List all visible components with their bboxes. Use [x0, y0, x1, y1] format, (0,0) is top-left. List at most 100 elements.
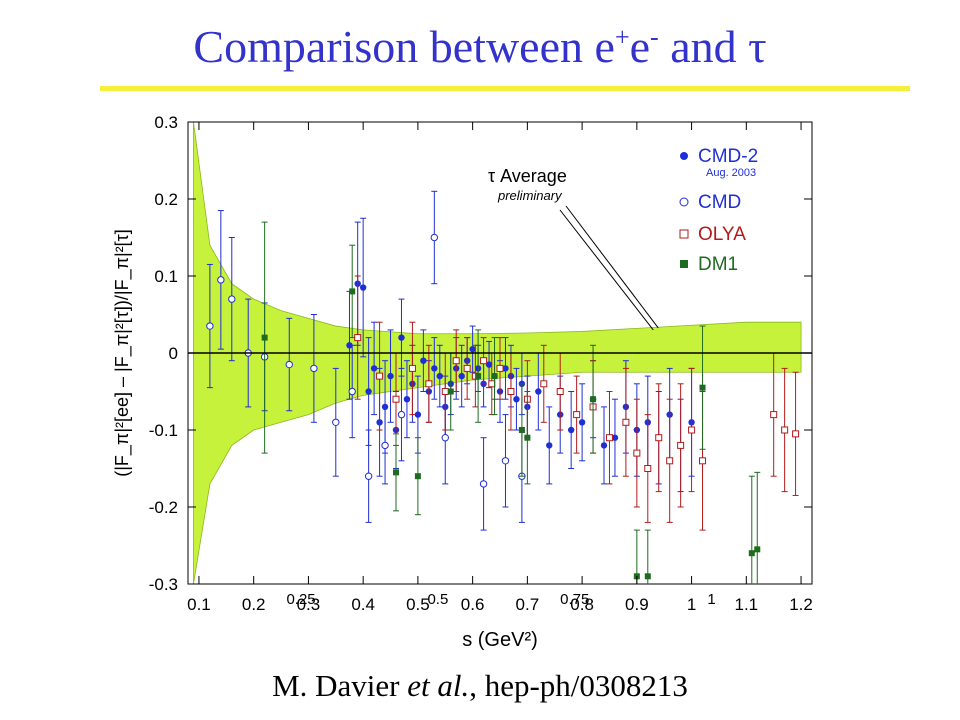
cmd2-point — [398, 334, 405, 341]
cmd2-point — [578, 419, 586, 426]
title-sup-minus: - — [650, 22, 659, 52]
olya-point — [488, 380, 496, 388]
x-tick-label: 0.3 — [297, 595, 321, 614]
dm1-point — [349, 288, 356, 295]
olya-point — [408, 364, 416, 372]
cmd2-point — [485, 361, 493, 368]
olya-point — [354, 334, 362, 342]
y-axis-label: (|F_π|²[ee] – |F_π|²[τ])/|F_π|²[τ] — [112, 229, 133, 477]
title-e: e — [629, 21, 651, 72]
dm1-point — [261, 334, 268, 341]
olya-point — [573, 411, 581, 419]
legend-cmd-label: CMD — [698, 192, 741, 213]
cmd-point — [310, 364, 318, 373]
cmd2-point — [387, 372, 394, 380]
olya-point — [507, 388, 515, 395]
x-tick-label: 0.2 — [242, 595, 266, 614]
cmd2-point — [370, 365, 378, 372]
y-tick-label: -0.1 — [149, 421, 178, 440]
cmd-point — [285, 360, 293, 369]
cmd-point — [217, 276, 225, 284]
dm1-point — [475, 373, 482, 380]
x-tick-label: 0.6 — [461, 595, 485, 614]
cmd2-point — [365, 388, 372, 395]
cmd2-point — [600, 442, 608, 449]
cmd2-point — [458, 372, 465, 380]
cmd-point — [430, 233, 439, 242]
cmd2-point — [436, 372, 443, 380]
x-tick-label: 0.4 — [351, 595, 375, 614]
y-tick-label: 0.2 — [154, 190, 178, 209]
secondary-x-tick-label: 0.75 — [560, 591, 589, 608]
olya-point — [540, 380, 548, 388]
olya-point — [688, 426, 696, 434]
olya-point — [770, 411, 778, 419]
cmd-point — [501, 457, 510, 465]
olya-point — [480, 357, 488, 365]
slide-title: Comparison between e+e- and τ — [0, 20, 960, 73]
cmd2-point — [546, 442, 553, 449]
cmd-point — [479, 480, 488, 488]
cmd-point — [441, 434, 449, 442]
dm1-point — [414, 473, 421, 480]
olya-point — [677, 441, 685, 449]
secondary-x-tick-label: 0.5 — [427, 591, 448, 608]
dm1-point — [518, 427, 525, 433]
cmd-point — [381, 441, 389, 450]
secondary-x-tick-label: 0.25 — [286, 591, 315, 608]
olya-point — [441, 388, 449, 395]
dm1-point — [590, 396, 597, 403]
y-tick-label: -0.3 — [149, 575, 178, 594]
y-tick-label: 0 — [169, 344, 178, 363]
olya-point — [666, 457, 674, 465]
olya-point — [376, 372, 384, 380]
olya-point — [655, 434, 663, 442]
x-tick-label: 0.5 — [406, 595, 430, 614]
x-tick-label: 1 — [687, 595, 696, 614]
title-underline — [100, 86, 910, 91]
x-tick-label: 1.2 — [789, 595, 813, 614]
citation-ref: , hep-ph/0308213 — [469, 668, 688, 703]
x-tick-label: 0.7 — [516, 595, 540, 614]
cmd-point — [228, 295, 236, 303]
x-tick-label: 0.8 — [570, 595, 594, 614]
preliminary-annotation: preliminary — [497, 188, 563, 203]
citation-author: M. Davier — [272, 668, 408, 703]
legend-cmd2-sublabel: Aug. 2003 — [706, 167, 756, 179]
olya-point — [556, 388, 564, 395]
x-tick-label: 0.1 — [187, 595, 211, 614]
cmd-point — [206, 322, 214, 330]
annotation-arrow — [565, 205, 659, 329]
olya-point — [699, 457, 707, 465]
olya-point — [644, 465, 652, 472]
secondary-x-tick-label: 1 — [707, 591, 715, 608]
annotation-arrow — [559, 209, 654, 331]
legend-dm1-label: DM1 — [698, 254, 738, 275]
olya-point — [452, 357, 460, 365]
dm1-point — [644, 573, 651, 580]
dm1-point — [748, 550, 755, 557]
data-series — [206, 190, 800, 584]
cmd-point — [364, 472, 373, 480]
citation-etal: et al. — [407, 668, 470, 703]
cmd2-point — [403, 396, 411, 403]
cmd-point — [397, 410, 406, 419]
tau-average-annotation: τ Average — [488, 166, 567, 186]
olya-point — [633, 449, 641, 457]
cmd2-point — [535, 388, 542, 395]
cmd-point — [348, 387, 356, 396]
legend-cmd2-label: CMD-2 — [698, 146, 758, 167]
cmd2-point — [420, 357, 427, 364]
legend-olya-marker — [679, 229, 689, 239]
cmd2-point — [431, 365, 438, 372]
cmd2-point — [414, 411, 422, 418]
dm1-point — [491, 373, 498, 380]
olya-point — [792, 430, 800, 438]
x-tick-label: 0.9 — [625, 595, 649, 614]
x-tick-label: 1.1 — [734, 595, 758, 614]
cmd2-point — [513, 396, 520, 403]
x-axis-label: s (GeV²) — [462, 629, 538, 651]
dm1-point — [393, 469, 399, 476]
legend-cmd-marker — [679, 197, 689, 207]
